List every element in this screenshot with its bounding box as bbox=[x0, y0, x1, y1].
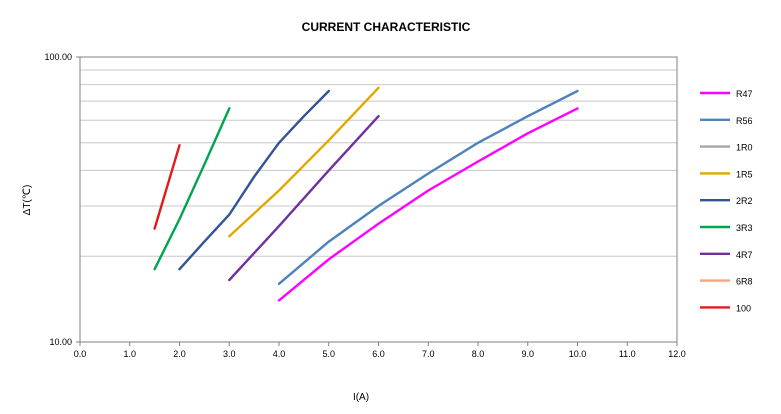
series-line-2r2 bbox=[178, 89, 330, 271]
legend-label-1r0: 1R0 bbox=[736, 143, 753, 153]
x-tick-label: 11.0 bbox=[619, 349, 636, 359]
legend-label-3r3: 3R3 bbox=[736, 223, 753, 233]
x-tick-label: 6.0 bbox=[372, 349, 385, 359]
x-tick-label: 10.0 bbox=[569, 349, 587, 359]
legend-label-2r2: 2R2 bbox=[736, 196, 753, 206]
x-tick-label: 5.0 bbox=[322, 349, 335, 359]
series-line-100 bbox=[153, 144, 181, 230]
legend-label-r56: R56 bbox=[736, 116, 753, 126]
y-axis-label: ΔT(℃) bbox=[22, 185, 33, 216]
x-axis-label: I(A) bbox=[353, 392, 369, 403]
x-tick-label: 4.0 bbox=[273, 349, 286, 359]
series-line-r56 bbox=[277, 89, 579, 285]
series-line-3r3 bbox=[153, 107, 231, 271]
series-line-4r7 bbox=[228, 115, 380, 282]
x-tick-label: 8.0 bbox=[472, 349, 485, 359]
x-tick-label: 3.0 bbox=[223, 349, 236, 359]
series-line-r47 bbox=[277, 107, 579, 302]
x-tick-label: 12.0 bbox=[668, 349, 686, 359]
legend-label-1r5: 1R5 bbox=[736, 169, 753, 179]
x-tick-label: 7.0 bbox=[422, 349, 435, 359]
legend-label-4r7: 4R7 bbox=[736, 250, 753, 260]
x-tick-label: 2.0 bbox=[173, 349, 186, 359]
legend-label-r47: R47 bbox=[736, 89, 753, 99]
series-line-1r5 bbox=[228, 86, 380, 238]
y-tick-label: 100.00 bbox=[44, 52, 72, 62]
x-tick-label: 0.0 bbox=[74, 349, 87, 359]
chart-title: CURRENT CHARACTERISTIC bbox=[302, 20, 471, 34]
x-tick-label: 9.0 bbox=[521, 349, 534, 359]
x-tick-label: 1.0 bbox=[123, 349, 136, 359]
plot-area bbox=[80, 57, 677, 342]
y-tick-label: 10.00 bbox=[49, 337, 72, 347]
legend-label-6r8: 6R8 bbox=[736, 277, 753, 287]
legend-label-100: 100 bbox=[736, 303, 751, 313]
